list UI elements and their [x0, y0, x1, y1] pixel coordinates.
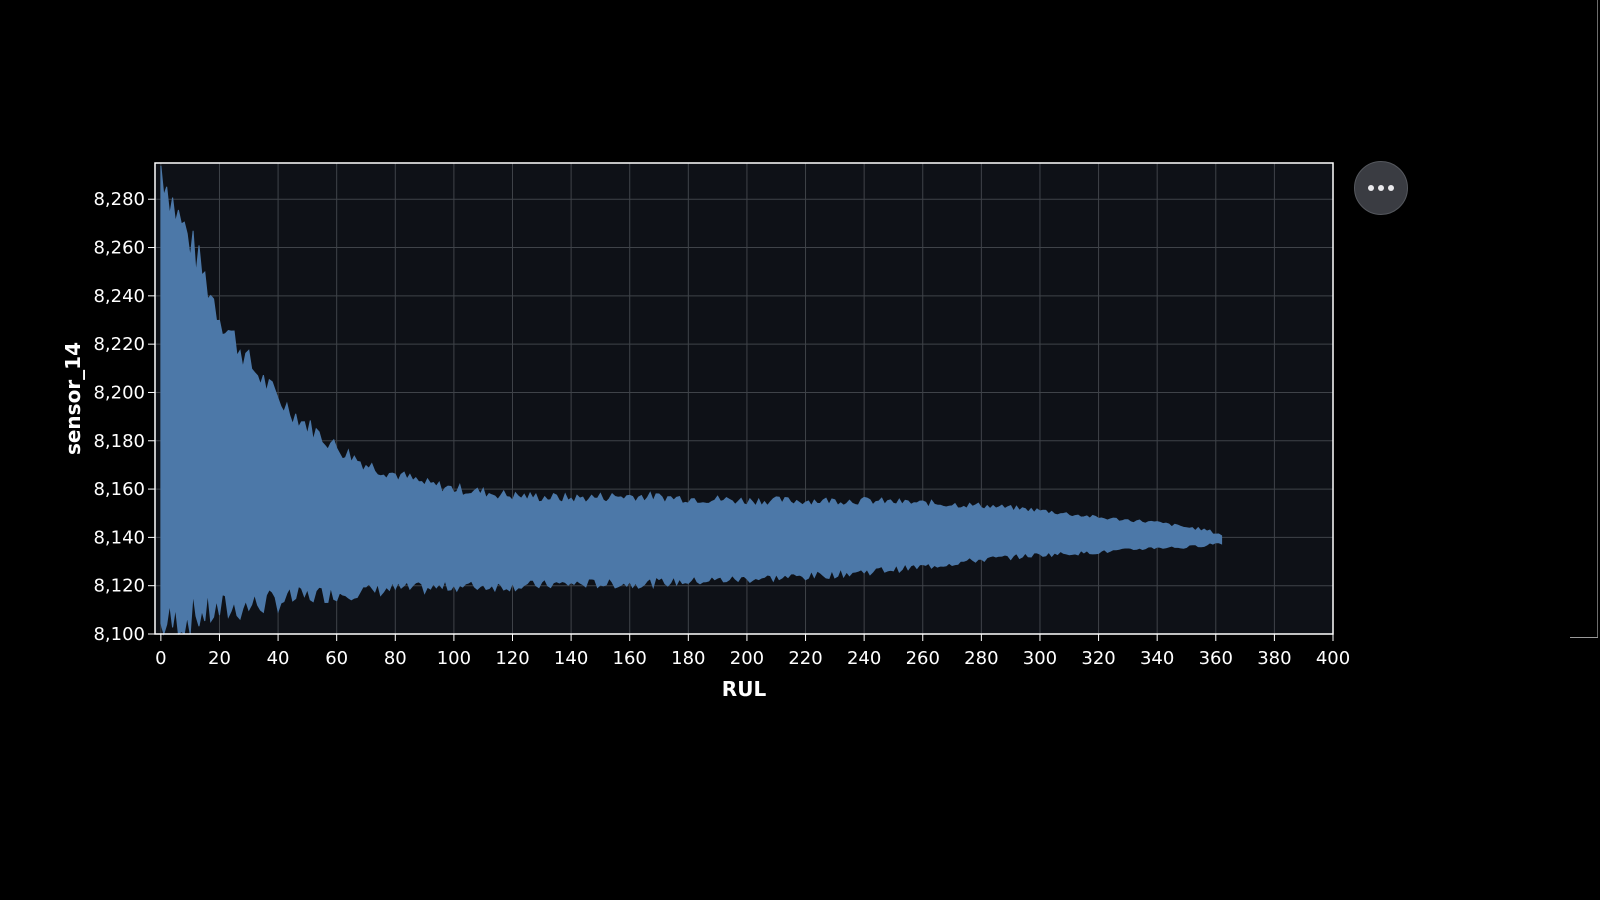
y-tick-label: 8,280 [93, 189, 145, 210]
x-tick-label: 340 [1140, 648, 1174, 669]
frame-edge-line [1597, 0, 1598, 638]
x-tick-label: 240 [847, 648, 881, 669]
x-tick-label: 60 [325, 648, 348, 669]
y-tick-label: 8,260 [93, 238, 145, 259]
x-tick-label: 300 [1023, 648, 1057, 669]
y-tick-label: 8,200 [93, 382, 145, 403]
plot-frame [154, 162, 1334, 635]
x-tick-label: 40 [267, 648, 290, 669]
x-tick-label: 0 [155, 648, 166, 669]
x-tick-label: 220 [788, 648, 822, 669]
x-tick-label: 100 [437, 648, 471, 669]
x-tick-label: 180 [671, 648, 705, 669]
x-tick-label: 20 [208, 648, 231, 669]
y-tick-label: 8,220 [93, 334, 145, 355]
y-tick-label: 8,140 [93, 527, 145, 548]
chart-menu-button[interactable] [1354, 161, 1408, 215]
x-tick-label: 160 [613, 648, 647, 669]
x-tick-label: 80 [384, 648, 407, 669]
more-horizontal-icon [1368, 185, 1394, 191]
y-tick-label: 8,180 [93, 431, 145, 452]
y-axis-title: sensor_14 [61, 342, 85, 455]
x-tick-label: 260 [906, 648, 940, 669]
x-tick-label: 200 [730, 648, 764, 669]
x-axis-title: RUL [722, 677, 767, 701]
x-tick-label: 320 [1081, 648, 1115, 669]
x-tick-label: 400 [1316, 648, 1350, 669]
x-tick-label: 380 [1257, 648, 1291, 669]
data-layer [160, 165, 1223, 636]
x-tick-label: 280 [964, 648, 998, 669]
y-tick-label: 8,240 [93, 286, 145, 307]
y-tick-label: 8,100 [93, 624, 145, 645]
series-area-0 [160, 165, 1223, 636]
x-tick-label: 140 [554, 648, 588, 669]
x-tick-label: 120 [495, 648, 529, 669]
y-tick-label: 8,160 [93, 479, 145, 500]
y-axis: 8,100 8,120 8,140 8,160 8,180 8,200 8,220 8,240… [93, 189, 155, 645]
x-axis: 0 20 40 60 80 100 120 140 160 180 200 220 240 260 280 3… [155, 634, 1350, 669]
x-tick-label: 360 [1199, 648, 1233, 669]
frame-edge-mark [1570, 637, 1598, 638]
y-tick-label: 8,120 [93, 576, 145, 597]
